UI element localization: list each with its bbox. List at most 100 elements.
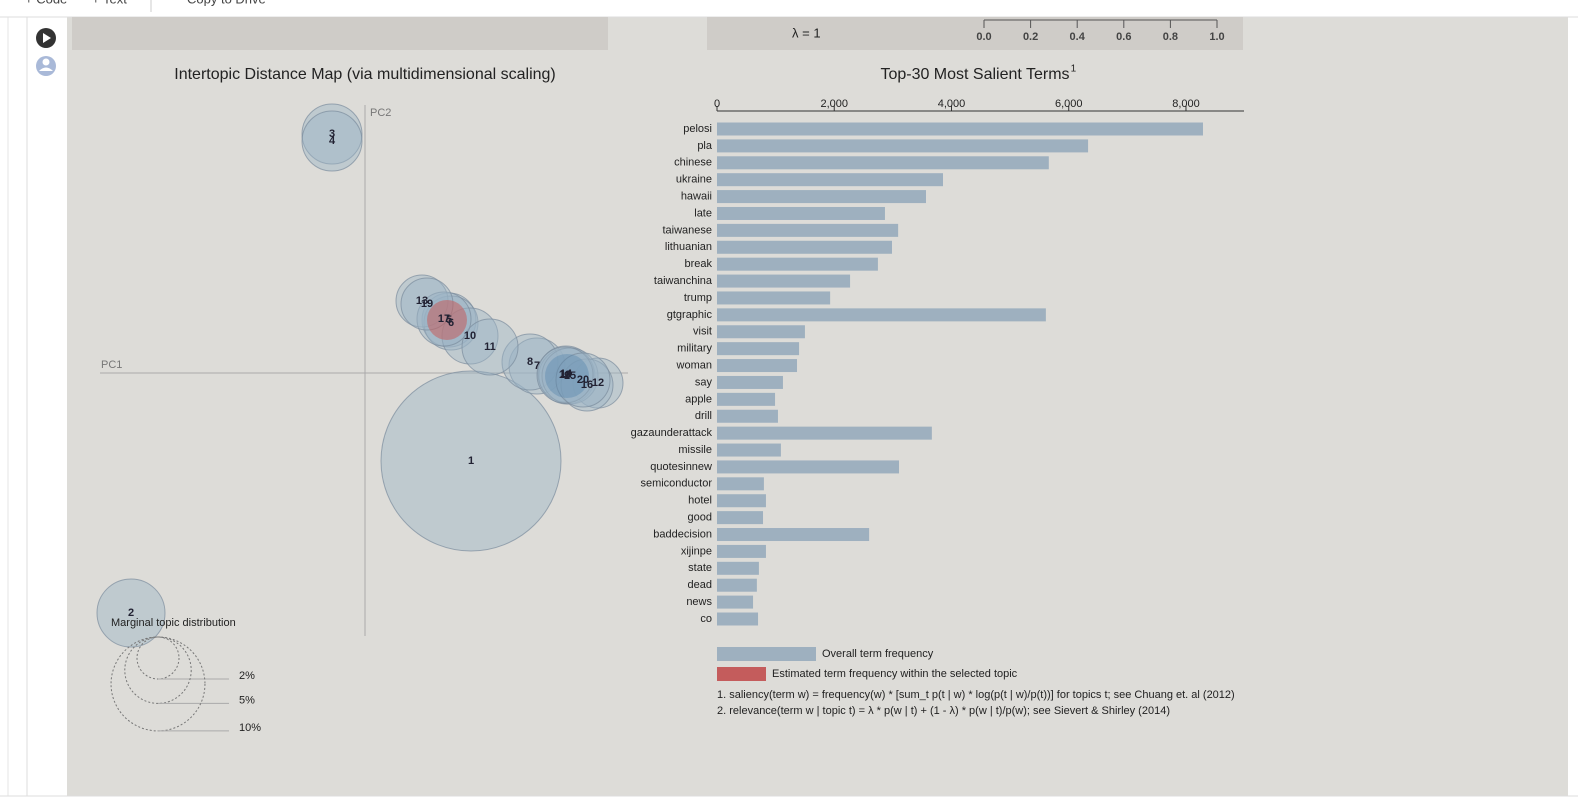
bar[interactable]: [717, 595, 754, 609]
term-label: trump: [684, 292, 712, 304]
term-label: co: [700, 613, 712, 625]
bar[interactable]: [717, 274, 851, 288]
term-label: chinese: [674, 157, 712, 169]
topic-circle[interactable]: [96, 578, 166, 648]
term-label: state: [688, 562, 712, 574]
bar[interactable]: [717, 409, 778, 423]
topic-circle[interactable]: [536, 346, 594, 404]
topic-label: 2: [128, 607, 134, 619]
legend-swatch: [717, 667, 766, 681]
topic-circle[interactable]: [501, 333, 559, 391]
toolbar-button[interactable]: Copy to Drive: [187, 0, 266, 6]
bar[interactable]: [717, 561, 759, 575]
bar[interactable]: [717, 257, 878, 271]
bar[interactable]: [717, 139, 1089, 153]
bar[interactable]: [717, 173, 943, 187]
avatar-icon: [39, 67, 53, 71]
slider-tick-label: 0.6: [1116, 31, 1131, 43]
bar[interactable]: [717, 375, 783, 389]
axis-label: PC2: [370, 107, 391, 119]
avatar-icon: [42, 58, 50, 66]
term-label: hotel: [688, 495, 712, 507]
topic-circle[interactable]: [461, 318, 519, 376]
term-label: xijinpe: [681, 545, 712, 557]
term-label: lithuanian: [665, 241, 712, 253]
bar[interactable]: [717, 578, 757, 592]
topic-label: 3: [329, 128, 335, 140]
toolbar-button[interactable]: + Code: [25, 0, 67, 6]
topic-label: 17: [438, 313, 450, 325]
x-tick-label: 8,000: [1172, 98, 1200, 110]
legend-title: Marginal topic distribution: [111, 617, 236, 629]
slider-tick-label: 0.4: [1070, 31, 1086, 43]
bar[interactable]: [717, 223, 899, 237]
topic-label: 12: [592, 377, 604, 389]
bar[interactable]: [717, 359, 798, 373]
run-icon: [43, 33, 51, 43]
term-label: apple: [685, 393, 712, 405]
topic-panel: [72, 17, 608, 50]
x-tick-label: 0: [714, 98, 720, 110]
term-label: pla: [697, 140, 713, 152]
footnote: 2. relevance(term w | topic t) = λ * p(w…: [717, 705, 1170, 717]
term-label: ukraine: [676, 174, 712, 186]
bar[interactable]: [717, 206, 885, 220]
bar[interactable]: [717, 460, 900, 474]
term-label: military: [677, 343, 712, 355]
topic-circle[interactable]: [560, 358, 614, 412]
topic-circle[interactable]: [301, 110, 363, 172]
term-label: good: [688, 512, 712, 524]
bar[interactable]: [717, 190, 926, 204]
bar[interactable]: [717, 122, 1203, 136]
bar[interactable]: [717, 240, 892, 254]
term-label: gtgraphic: [667, 309, 713, 321]
legend-entry: Overall term frequency: [822, 648, 934, 660]
term-label: break: [684, 258, 712, 270]
map-title: Intertopic Distance Map (via multidimens…: [174, 66, 556, 83]
bar[interactable]: [717, 528, 870, 542]
bar-title: Top-30 Most Salient Terms: [880, 66, 1069, 83]
slider-tick-label: 0.8: [1163, 31, 1178, 43]
bar[interactable]: [717, 544, 766, 558]
bar[interactable]: [717, 477, 764, 491]
topic-circle[interactable]: [555, 352, 611, 408]
term-label: semiconductor: [640, 478, 712, 490]
topic-label: 15: [564, 370, 576, 382]
bar[interactable]: [717, 612, 759, 626]
topic-label: 16: [581, 379, 593, 391]
term-label: taiwanese: [662, 224, 712, 236]
bar[interactable]: [717, 291, 831, 305]
topic-label: 8: [527, 356, 533, 368]
bar[interactable]: [717, 325, 805, 339]
legend-label: 5%: [239, 694, 255, 706]
bar[interactable]: [717, 308, 1046, 322]
x-tick-label: 4,000: [938, 98, 966, 110]
toolbar-button[interactable]: + Text: [92, 0, 127, 6]
bar[interactable]: [717, 443, 781, 457]
footnote: 1. saliency(term w) = frequency(w) * [su…: [717, 689, 1235, 701]
bar[interactable]: [717, 494, 766, 508]
topic-label: 4: [329, 135, 336, 147]
bar[interactable]: [717, 426, 932, 440]
bar[interactable]: [717, 511, 764, 525]
topic-label: 5: [446, 314, 452, 326]
term-label: missile: [678, 444, 712, 456]
bar[interactable]: [717, 342, 800, 356]
bar[interactable]: [717, 156, 1049, 170]
topic-circle[interactable]: [301, 103, 363, 165]
lambda-panel: [707, 17, 1243, 50]
topic-label: 14: [560, 368, 573, 380]
x-tick-label: 6,000: [1055, 98, 1083, 110]
term-label: quotesinnew: [650, 461, 712, 473]
lambda-label: λ = 1: [792, 25, 821, 40]
topic-circle[interactable]: [380, 370, 562, 552]
title-superscript: 1: [1071, 64, 1077, 75]
bar[interactable]: [717, 392, 776, 406]
topic-label: 9: [564, 370, 570, 382]
legend-label: 2%: [239, 670, 255, 682]
topic-label: 19: [421, 298, 433, 310]
term-label: late: [694, 207, 712, 219]
